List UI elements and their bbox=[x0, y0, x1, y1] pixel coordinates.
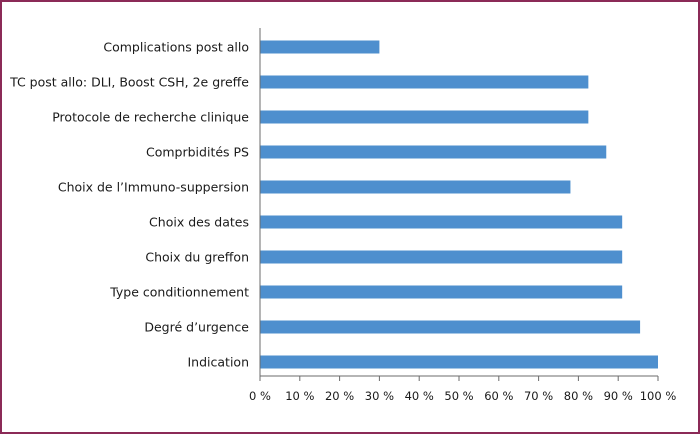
bar-3 bbox=[260, 110, 589, 124]
bar-5 bbox=[260, 180, 571, 194]
bar-6 bbox=[260, 215, 623, 229]
x-tick-label-50: 50 % bbox=[444, 389, 473, 403]
bar-4 bbox=[260, 145, 607, 159]
category-label-1: Complications post allo bbox=[103, 40, 249, 55]
x-tick-label-60: 60 % bbox=[484, 389, 513, 403]
category-label-3: Protocole de recherche clinique bbox=[52, 110, 249, 125]
category-label-2: TC post allo: DLI, Boost CSH, 2e greffe bbox=[9, 75, 249, 90]
bar-9 bbox=[260, 320, 641, 334]
bar-2 bbox=[260, 75, 589, 89]
x-tick-label-70: 70 % bbox=[524, 389, 553, 403]
category-label-4: Comprbidités PS bbox=[146, 145, 249, 160]
x-tick-label-100: 100 % bbox=[640, 389, 677, 403]
category-label-8: Type conditionnement bbox=[109, 285, 249, 300]
x-tick-label-90: 90 % bbox=[604, 389, 633, 403]
bar-10 bbox=[260, 355, 658, 369]
x-tick-label-20: 20 % bbox=[325, 389, 354, 403]
bar-7 bbox=[260, 250, 623, 264]
x-tick-label-0: 0 % bbox=[249, 389, 271, 403]
category-label-7: Choix du greffon bbox=[145, 250, 249, 265]
x-tick-label-10: 10 % bbox=[285, 389, 314, 403]
x-tick-label-80: 80 % bbox=[564, 389, 593, 403]
bar-1 bbox=[260, 40, 380, 54]
category-label-9: Degré d’urgence bbox=[144, 320, 249, 335]
category-label-6: Choix des dates bbox=[149, 215, 249, 230]
category-label-5: Choix de l’Immuno-suppersion bbox=[58, 180, 249, 195]
bar-8 bbox=[260, 285, 623, 299]
x-tick-label-30: 30 % bbox=[365, 389, 394, 403]
category-label-10: Indication bbox=[188, 355, 250, 370]
x-tick-label-40: 40 % bbox=[405, 389, 434, 403]
